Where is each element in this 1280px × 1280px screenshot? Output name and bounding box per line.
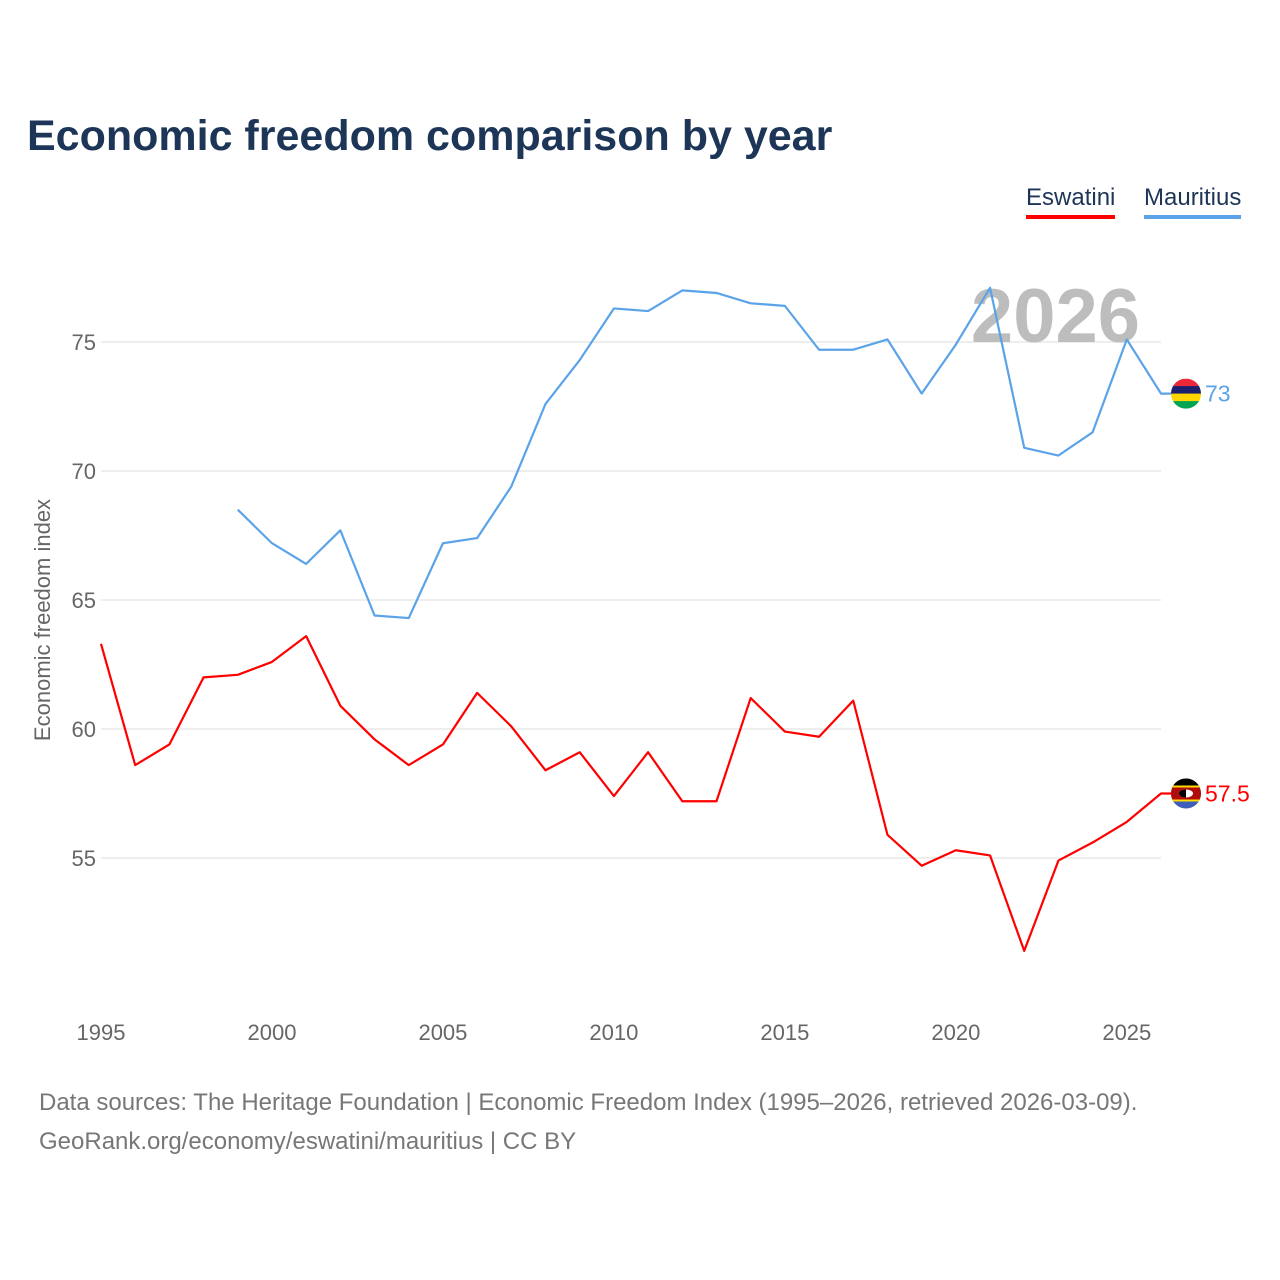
x-tick-label: 2000 [247,1020,296,1045]
legend-item-mauritius[interactable]: Mauritius [1144,184,1242,219]
end-value-label-mauritius: 73 [1205,381,1231,407]
y-tick-label: 55 [72,846,96,871]
x-tick-label: 2010 [589,1020,638,1045]
legend-item-eswatini[interactable]: Eswatini [1026,184,1116,219]
series-line-mauritius [237,286,1172,620]
source-text: Data sources: The Heritage Foundation | … [39,1089,1138,1116]
y-tick-label: 75 [72,330,96,355]
end-value-label-eswatini: 57.5 [1205,781,1250,807]
y-tick-label: 70 [72,459,96,484]
y-axis-label: Economic freedom index [30,499,55,741]
source-url[interactable]: GeoRank.org/economy/eswatini/mauritius |… [39,1128,577,1155]
year-watermark: 2026 [971,274,1140,359]
flag-icon-mauritius [1171,378,1201,409]
x-tick-label: 2005 [418,1020,467,1045]
x-tick-label: 2025 [1102,1020,1151,1045]
flag-icon-eswatini [1171,778,1201,809]
series-line-eswatini [99,635,1172,952]
x-tick-label: 1995 [77,1020,126,1045]
x-tick-label: 2015 [760,1020,809,1045]
y-tick-label: 60 [72,717,96,742]
chart-title: Economic freedom comparison by year [27,112,833,160]
x-tick-label: 2020 [931,1020,980,1045]
y-tick-label: 65 [72,588,96,613]
